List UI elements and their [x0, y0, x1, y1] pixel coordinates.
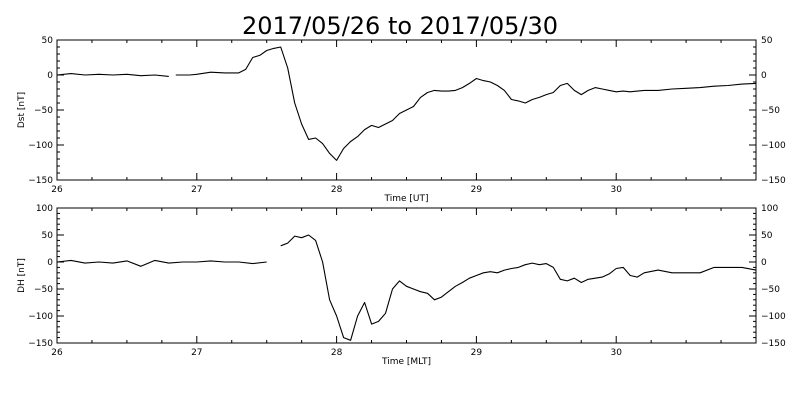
series-line-dh-segment-2 [280, 234, 757, 341]
x-axis-label: Time [MLT] [381, 357, 431, 367]
y-tick-label-right: −50 [761, 285, 780, 295]
y-tick-label-right: −150 [761, 339, 786, 349]
y-tick-label-right: −100 [761, 141, 786, 151]
x-tick-label: 26 [51, 185, 63, 195]
y-tick-label-left: −100 [28, 141, 53, 151]
x-tick-label: 26 [51, 348, 63, 358]
y-axis-label: Dst [nT] [17, 92, 27, 128]
series-line-dst-segment-2 [175, 46, 757, 161]
y-tick-label-left: −150 [28, 339, 53, 349]
y-tick-label-right: 0 [761, 71, 767, 81]
y-tick-label-left: −100 [28, 312, 53, 322]
x-tick-label: 28 [331, 185, 343, 195]
panel-dh: 26 27 28 29 30 −150 −150 −100 −100 −50 −50 0 0 50 50 10… [17, 204, 786, 367]
plot-frame [56, 207, 757, 344]
y-tick-label-right: 100 [761, 204, 778, 214]
panel-dst: 26 27 28 29 30 −150 −150 −100 −100 −50 −50 0 0 50 50 Ti… [17, 36, 786, 204]
y-axis-label: DH [nT] [17, 258, 27, 293]
x-tick-label: 29 [471, 348, 483, 358]
y-tick-label-left: 0 [47, 258, 53, 268]
y-tick-label-left: 50 [42, 36, 54, 46]
chart-title: 2017/05/26 to 2017/05/30 [242, 12, 558, 40]
y-tick-label-left: −150 [28, 176, 53, 186]
y-tick-label-right: 0 [761, 258, 767, 268]
y-tick-label-right: 50 [761, 36, 773, 46]
series-line-dh-segment-1 [56, 259, 267, 267]
y-tick-label-right: −150 [761, 176, 786, 186]
y-tick-label-left: −50 [34, 285, 53, 295]
y-tick-label-left: −50 [34, 106, 53, 116]
y-tick-label-left: 50 [42, 231, 54, 241]
y-tick-label-right: 50 [761, 231, 773, 241]
y-tick-label-left: 0 [47, 71, 53, 81]
x-tick-label: 27 [191, 348, 202, 358]
x-tick-label: 28 [331, 348, 343, 358]
x-tick-label: 27 [191, 185, 202, 195]
x-axis-label: Time [UT] [384, 194, 429, 204]
x-tick-label: 30 [610, 348, 622, 358]
y-tick-label-left: 100 [36, 204, 53, 214]
series-line-dst-segment-1 [56, 73, 169, 77]
y-tick-label-right: −50 [761, 106, 780, 116]
x-tick-label: 29 [471, 185, 483, 195]
y-tick-label-right: −100 [761, 312, 786, 322]
x-tick-label: 30 [610, 185, 622, 195]
